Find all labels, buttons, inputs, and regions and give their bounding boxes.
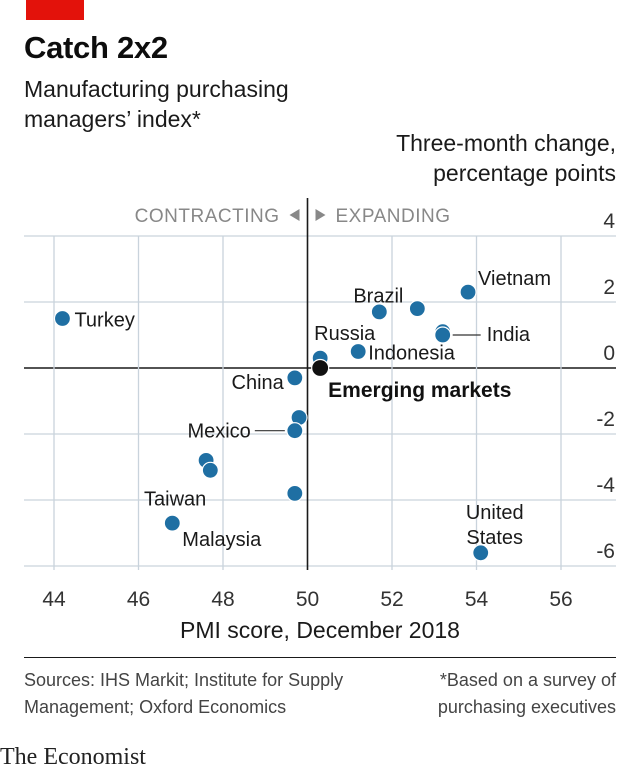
data-point-russia <box>370 303 388 321</box>
zone-label-expanding: EXPANDING <box>336 206 451 227</box>
point-label-vietnam: Vietnam <box>478 268 551 290</box>
x-tick-label: 54 <box>465 588 489 611</box>
x-tick-label: 48 <box>211 588 234 611</box>
data-point-brazil <box>408 299 426 318</box>
data-point-malaysia <box>163 514 181 532</box>
x-tick-label: 46 <box>127 588 150 611</box>
footnote: *Based on a survey of purchasing executi… <box>437 670 616 717</box>
economist-logo: The Economist <box>0 744 146 770</box>
source-note: Sources: IHS Markit; Institute for Suppl… <box>24 670 344 717</box>
chart-title: Catch 2x2 <box>24 30 168 65</box>
y-axis-title: Three-month change, percentage points <box>396 130 616 186</box>
point-label-turkey: Turkey <box>74 310 134 332</box>
x-tick-label: 44 <box>42 588 66 611</box>
arrow-left-icon <box>289 209 300 221</box>
data-point-indonesia <box>349 342 367 361</box>
point-label-indonesia: Indonesia <box>368 343 456 365</box>
y-tick-label: -2 <box>596 408 615 431</box>
x-tick-label: 56 <box>549 588 572 611</box>
point-label-brazil: Brazil <box>353 286 403 308</box>
y-tick-label: -6 <box>596 540 615 563</box>
x-tick-label: 50 <box>296 588 319 611</box>
y-tick-label: 0 <box>603 342 615 365</box>
chart-subtitle: Manufacturing purchasing managers’ index… <box>24 76 289 132</box>
point-label-russia: Russia <box>314 323 376 345</box>
point-label-line: States <box>466 527 523 549</box>
data-point-taiwan <box>201 461 219 479</box>
point-label-united-states: United States <box>466 502 524 549</box>
point-label-line: United <box>466 502 524 524</box>
x-tick-label: 52 <box>380 588 403 611</box>
point-label-mexico: Mexico <box>187 421 250 443</box>
brand-red-tag <box>26 0 84 20</box>
data-point-mexico <box>286 422 304 440</box>
point-label-china: China <box>232 372 285 394</box>
data-point-turkey <box>53 309 72 328</box>
data-point-emerging-markets <box>311 358 330 378</box>
y-tick-label: 4 <box>603 210 615 233</box>
footer-rule <box>24 657 616 658</box>
arrow-right-icon <box>315 209 326 221</box>
data-point-india <box>434 326 452 344</box>
data-point-vietnam <box>459 283 477 301</box>
point-label-emerging-markets: Emerging markets <box>328 379 511 402</box>
data-point-united-states <box>472 544 490 562</box>
point-label-malaysia: Malaysia <box>182 529 262 551</box>
x-axis-title: PMI score, December 2018 <box>180 617 460 643</box>
point-label-india: India <box>487 324 531 346</box>
y-tick-label: 2 <box>603 276 615 299</box>
point-label-taiwan: Taiwan <box>144 488 206 510</box>
data-point-china <box>286 369 304 387</box>
data-point-unlabelled <box>286 484 304 502</box>
y-tick-label: -4 <box>596 474 615 497</box>
zone-label-contracting: CONTRACTING <box>135 206 280 227</box>
scatter-chart: CONTRACTING EXPANDING 4 2 0 -2 -4 -6 44 46 48 50 52 5… <box>24 198 616 611</box>
